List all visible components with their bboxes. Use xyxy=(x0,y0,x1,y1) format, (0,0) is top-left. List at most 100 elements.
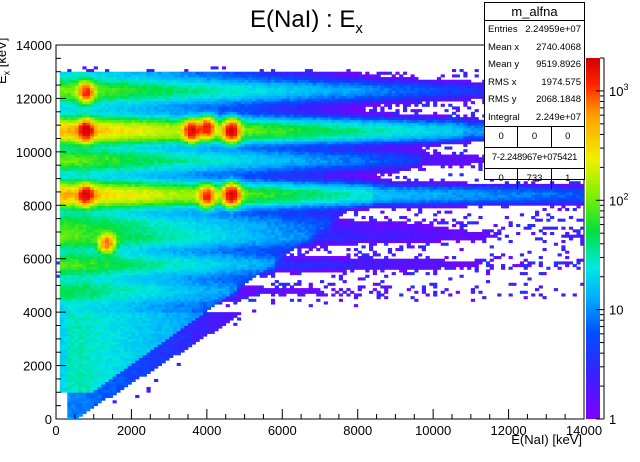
heatmap-cell xyxy=(172,274,178,278)
heatmap-cell xyxy=(240,197,245,201)
heatmap-cell xyxy=(157,199,162,204)
heatmap-cell xyxy=(150,346,155,350)
heatmap-cell xyxy=(169,213,174,217)
heatmap-cell xyxy=(323,245,328,249)
heatmap-cell xyxy=(320,218,325,222)
heatmap-cell xyxy=(237,202,242,206)
heatmap-cell xyxy=(308,202,313,206)
heatmap-cell xyxy=(131,264,136,268)
heatmap-cell xyxy=(82,333,87,337)
heatmap-cell xyxy=(89,285,95,289)
heatmap-cell xyxy=(67,210,72,214)
heatmap-cell xyxy=(286,240,291,244)
heatmap-cell xyxy=(421,285,426,289)
heatmap-cell xyxy=(97,328,102,332)
heatmap-cell xyxy=(127,298,132,302)
heatmap-cell xyxy=(169,242,174,246)
heatmap-cell xyxy=(172,232,178,236)
heatmap-cell xyxy=(59,207,64,212)
heatmap-cell xyxy=(74,207,80,212)
heatmap-cell xyxy=(135,328,140,332)
heatmap-cell xyxy=(455,234,460,238)
heatmap-cell xyxy=(97,330,102,334)
heatmap-cell xyxy=(244,194,249,198)
heatmap-cell xyxy=(131,280,136,284)
heatmap-cell xyxy=(568,261,574,265)
heatmap-cell xyxy=(240,288,245,292)
heatmap-cell xyxy=(180,237,185,241)
heatmap-cell xyxy=(78,381,83,385)
heatmap-cell xyxy=(225,320,230,324)
heatmap-cell xyxy=(67,205,72,209)
heatmap-cell xyxy=(327,199,332,204)
heatmap-cell xyxy=(188,280,193,284)
heatmap-cell xyxy=(252,245,257,249)
heatmap-cell xyxy=(576,266,581,270)
heatmap-cell xyxy=(135,298,140,302)
heatmap-cell xyxy=(146,336,151,340)
heatmap-cell xyxy=(59,264,64,268)
heatmap-cell xyxy=(203,301,208,305)
heatmap-cell xyxy=(289,269,294,273)
heatmap-cell xyxy=(410,272,415,276)
heatmap-cell xyxy=(301,253,306,257)
heatmap-cell xyxy=(63,325,68,329)
heatmap-cell xyxy=(259,205,264,209)
heatmap-cell xyxy=(63,245,68,249)
heatmap-cell xyxy=(67,333,72,337)
heatmap-cell xyxy=(565,232,570,236)
heatmap-cell xyxy=(86,357,91,361)
heatmap-cell xyxy=(267,207,272,212)
heatmap-cell xyxy=(176,232,181,236)
heatmap-cell xyxy=(112,338,117,342)
heatmap-cell xyxy=(116,261,121,265)
heatmap-cell xyxy=(452,229,457,233)
heatmap-cell xyxy=(214,277,219,281)
heatmap-cell xyxy=(78,264,83,268)
heatmap-cell xyxy=(78,349,83,353)
heatmap-cell xyxy=(101,280,106,284)
heatmap-cell xyxy=(286,194,291,198)
heatmap-cell xyxy=(255,248,261,252)
heatmap-cell xyxy=(157,296,162,300)
heatmap-cell xyxy=(184,221,189,225)
heatmap-cell xyxy=(278,218,283,222)
heatmap-cell xyxy=(206,234,212,238)
heatmap-cell xyxy=(259,285,264,289)
heatmap-cell xyxy=(267,202,272,206)
heatmap-cell xyxy=(161,213,166,217)
heatmap-cell xyxy=(59,317,64,321)
heatmap-cell xyxy=(304,234,310,238)
heatmap-cell xyxy=(429,232,434,236)
heatmap-cell xyxy=(225,202,230,206)
heatmap-cell xyxy=(74,402,80,407)
heatmap-cell xyxy=(233,261,238,265)
heatmap-cell xyxy=(372,199,377,204)
heatmap-cell xyxy=(74,210,80,214)
heatmap-cell xyxy=(63,288,68,292)
heatmap-cell xyxy=(289,253,294,257)
heatmap-cell xyxy=(101,368,106,372)
heatmap-cell xyxy=(105,392,110,396)
heatmap-cell xyxy=(301,205,306,209)
heatmap-cell xyxy=(67,330,72,334)
heatmap-cell xyxy=(150,368,155,372)
heatmap-cell xyxy=(169,215,174,220)
heatmap-cell xyxy=(550,199,555,204)
heatmap-cell xyxy=(116,330,121,334)
heatmap-cell xyxy=(357,202,362,206)
heatmap-cell xyxy=(138,304,144,308)
heatmap-cell xyxy=(293,272,298,276)
heatmap-cell xyxy=(180,336,185,340)
heatmap-cell xyxy=(384,256,389,260)
heatmap-cell xyxy=(105,338,110,342)
heatmap-cell xyxy=(78,384,83,388)
heatmap-cell xyxy=(131,373,136,377)
heatmap-cell xyxy=(221,285,227,289)
heatmap-cell xyxy=(195,237,200,241)
heatmap-cell xyxy=(180,304,185,308)
heatmap-cell xyxy=(474,269,479,273)
heatmap-cell xyxy=(120,370,125,374)
heatmap-cell xyxy=(312,223,317,228)
heatmap-cell xyxy=(71,197,76,201)
